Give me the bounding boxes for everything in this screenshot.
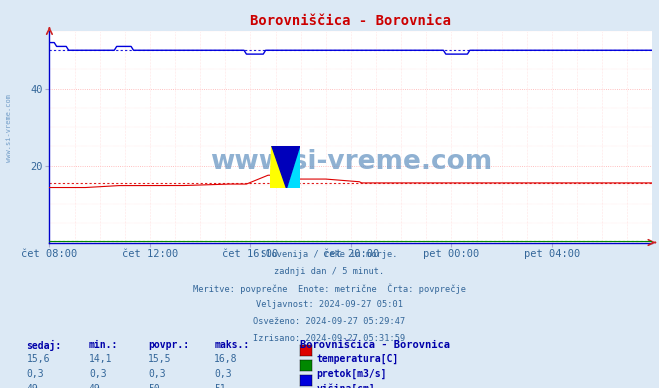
Text: 0,3: 0,3	[26, 369, 44, 379]
Text: 16,8: 16,8	[214, 354, 238, 364]
Text: 51: 51	[214, 384, 226, 388]
Title: Borovniščica - Borovnica: Borovniščica - Borovnica	[250, 14, 451, 28]
Text: 49: 49	[26, 384, 38, 388]
Text: min.:: min.:	[89, 340, 119, 350]
Text: 0,3: 0,3	[89, 369, 107, 379]
Text: pretok[m3/s]: pretok[m3/s]	[316, 369, 387, 379]
Text: 0,3: 0,3	[148, 369, 166, 379]
Text: Veljavnost: 2024-09-27 05:01: Veljavnost: 2024-09-27 05:01	[256, 300, 403, 309]
Text: višina[cm]: višina[cm]	[316, 384, 375, 388]
Text: 50: 50	[148, 384, 160, 388]
Polygon shape	[287, 146, 300, 188]
Text: Borovniščica - Borovnica: Borovniščica - Borovnica	[300, 340, 450, 350]
Text: maks.:: maks.:	[214, 340, 249, 350]
Text: Izrisano: 2024-09-27 05:31:59: Izrisano: 2024-09-27 05:31:59	[253, 334, 406, 343]
Text: povpr.:: povpr.:	[148, 340, 189, 350]
Text: 15,5: 15,5	[148, 354, 172, 364]
Text: 15,6: 15,6	[26, 354, 50, 364]
Text: temperatura[C]: temperatura[C]	[316, 354, 399, 364]
Text: Meritve: povprečne  Enote: metrične  Črta: povprečje: Meritve: povprečne Enote: metrične Črta:…	[193, 284, 466, 294]
Polygon shape	[270, 146, 287, 188]
Text: Osveženo: 2024-09-27 05:29:47: Osveženo: 2024-09-27 05:29:47	[253, 317, 406, 326]
Text: zadnji dan / 5 minut.: zadnji dan / 5 minut.	[274, 267, 385, 276]
Text: 49: 49	[89, 384, 101, 388]
Text: Slovenija / reke in morje.: Slovenija / reke in morje.	[261, 250, 398, 259]
Text: 14,1: 14,1	[89, 354, 113, 364]
Text: www.si-vreme.com: www.si-vreme.com	[210, 149, 492, 175]
Text: sedaj:: sedaj:	[26, 340, 61, 350]
Polygon shape	[272, 146, 300, 188]
Text: www.si-vreme.com: www.si-vreme.com	[5, 94, 12, 162]
Text: 0,3: 0,3	[214, 369, 232, 379]
